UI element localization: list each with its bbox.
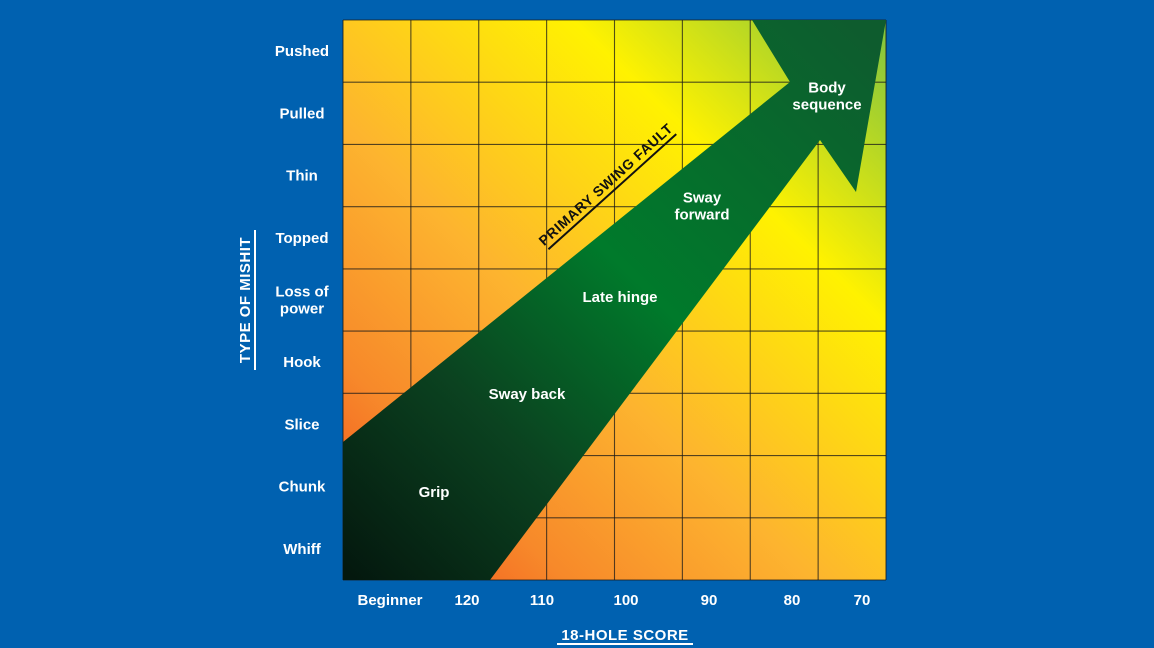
y-tick-label: Chunk bbox=[279, 479, 326, 496]
x-tick-label: 80 bbox=[784, 592, 801, 609]
x-tick-label: 110 bbox=[530, 592, 554, 609]
y-axis-title-group: TYPE OF MISHIT bbox=[237, 230, 256, 370]
x-tick-label: 100 bbox=[613, 592, 638, 609]
x-tick-label: 120 bbox=[454, 592, 479, 609]
zone-labels: Grip Sway back Late hinge Sway forward Body se… bbox=[419, 80, 862, 502]
y-axis-title: TYPE OF MISHIT bbox=[237, 237, 254, 363]
y-tick-label: Pushed bbox=[275, 43, 329, 60]
arrow-title-underline bbox=[547, 133, 677, 251]
zone-label: Sway forward bbox=[674, 190, 729, 224]
x-tick-labels: Beginner 120 110 100 90 80 70 bbox=[357, 592, 870, 609]
zone-label: Body sequence bbox=[792, 80, 861, 114]
x-tick-label: 70 bbox=[854, 592, 871, 609]
y-tick-label: Slice bbox=[284, 416, 319, 433]
y-tick-labels: Pushed Pulled Thin Topped Loss of power Hook Sl… bbox=[275, 43, 330, 558]
x-axis-title: 18-HOLE SCORE bbox=[561, 627, 688, 644]
zone-label: Sway back bbox=[489, 386, 566, 403]
y-tick-label: Whiff bbox=[283, 541, 321, 558]
zone-label: Grip bbox=[419, 484, 450, 501]
y-tick-label: Hook bbox=[283, 354, 321, 371]
y-tick-label: Thin bbox=[286, 168, 318, 185]
primary-fault-arrow bbox=[343, 20, 886, 580]
zone-label: Late hinge bbox=[582, 289, 657, 306]
y-tick-label: Loss of power bbox=[275, 284, 329, 318]
x-tick-label: Beginner bbox=[357, 592, 422, 609]
y-tick-label: Pulled bbox=[279, 105, 324, 122]
x-tick-label: 90 bbox=[701, 592, 718, 609]
y-tick-label: Topped bbox=[275, 230, 328, 247]
